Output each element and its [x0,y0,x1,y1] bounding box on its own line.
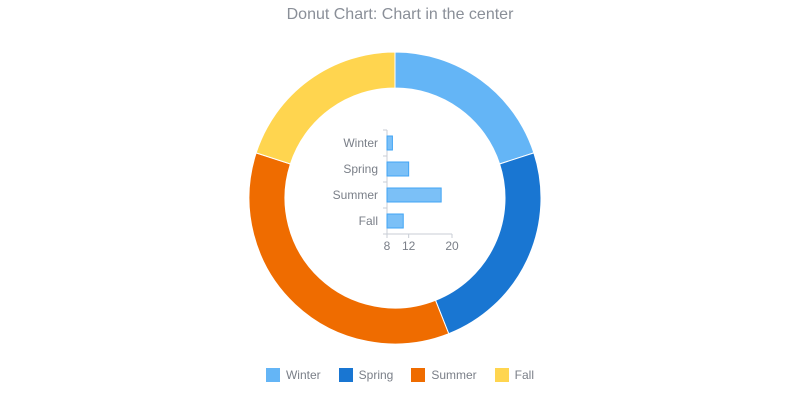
bar-summer[interactable] [386,187,442,203]
legend-item-fall[interactable]: Fall [494,368,535,382]
legend-label: Spring [358,368,394,382]
legend-swatch [338,368,353,382]
legend-label: Fall [514,368,535,382]
bar-label-summer: Summer [333,188,378,202]
legend: Winter Spring Summer Fall [0,368,800,382]
legend-item-spring[interactable]: Spring [338,368,394,382]
legend-swatch [494,368,509,382]
legend-swatch [411,368,426,382]
bar-fall[interactable] [386,213,404,229]
legend-swatch [265,368,280,382]
bar-x-tick-label: 12 [402,239,416,253]
legend-label: Winter [285,368,321,382]
bar-label-spring: Spring [343,162,378,176]
chart-title: Donut Chart: Chart in the center [286,6,514,23]
legend-label: Summer [431,368,477,382]
bar-label-fall: Fall [359,214,378,228]
legend-item-winter[interactable]: Winter [265,368,321,382]
donut-slice-summer[interactable] [248,152,450,345]
donut-slice-fall[interactable] [255,51,396,165]
inner-bar-chart: Winter Spring Summer Fall 8 12 20 [333,129,459,253]
donut-slice-winter[interactable] [394,51,535,165]
bar-x-tick-label: 8 [384,239,391,253]
bar-x-tick-label: 20 [445,239,459,253]
legend-item-summer[interactable]: Summer [411,368,477,382]
donut-slices [248,51,542,345]
bar-winter[interactable] [386,135,393,151]
bar-spring[interactable] [386,161,410,177]
bar-label-winter: Winter [343,136,378,150]
